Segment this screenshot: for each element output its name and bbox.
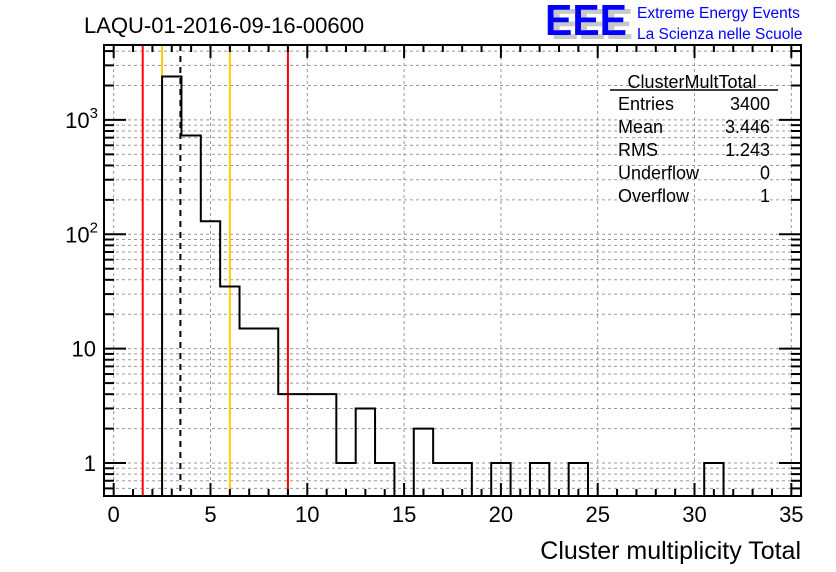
stats-value: 3.446 [725, 117, 770, 137]
logo-line1: Extreme Energy Events [637, 5, 800, 22]
x-tick-label: 10 [295, 502, 319, 527]
stats-value: 1.243 [725, 140, 770, 160]
stats-label: Overflow [618, 186, 690, 206]
histogram-bin [356, 408, 375, 496]
y-tick-label: 1 [84, 451, 96, 476]
stats-label: Mean [618, 117, 663, 137]
stats-value: 1 [760, 186, 770, 206]
logo-line2: La Scienza nelle Scuole [637, 26, 802, 43]
x-tick-label: 15 [392, 502, 416, 527]
x-tick-label: 20 [489, 502, 513, 527]
x-tick-label: 30 [682, 502, 706, 527]
stats-label: Underflow [618, 163, 700, 183]
x-tick-label: 5 [204, 502, 216, 527]
x-tick-label: 0 [108, 502, 120, 527]
grid [104, 45, 801, 496]
histogram-bin [414, 429, 433, 496]
plot-frame [103, 44, 802, 497]
y-tick-label: 103 [65, 105, 98, 133]
stats-label: Entries [618, 94, 674, 114]
eee-logo: EEE Extreme Energy Events La Scienza nel… [545, 0, 802, 45]
stats-value: 0 [760, 163, 770, 183]
stats-title: ClusterMultTotal [627, 72, 756, 92]
stats-box: ClusterMultTotal Entries 3400 Mean 3.446 RMS… [610, 72, 778, 206]
histogram-bin [181, 136, 200, 496]
y-tick-label: 10 [72, 337, 96, 362]
stats-label: RMS [618, 140, 658, 160]
axis-ticks [104, 45, 801, 496]
x-tick-label: 35 [779, 502, 803, 527]
x-tick-label: 25 [585, 502, 609, 527]
y-tick-labels: 1 10 102 103 [65, 105, 98, 476]
y-tick-label: 102 [65, 219, 98, 247]
x-tick-labels: 0 5 10 15 20 25 30 35 [108, 502, 804, 527]
x-axis-label: Cluster multiplicity Total [540, 537, 801, 565]
chart-title: LAQU-01-2016-09-16-00600 [84, 13, 364, 38]
stats-value: 3400 [730, 94, 770, 114]
histogram-bin [162, 76, 181, 496]
logo-mark: EEE [545, 0, 627, 45]
